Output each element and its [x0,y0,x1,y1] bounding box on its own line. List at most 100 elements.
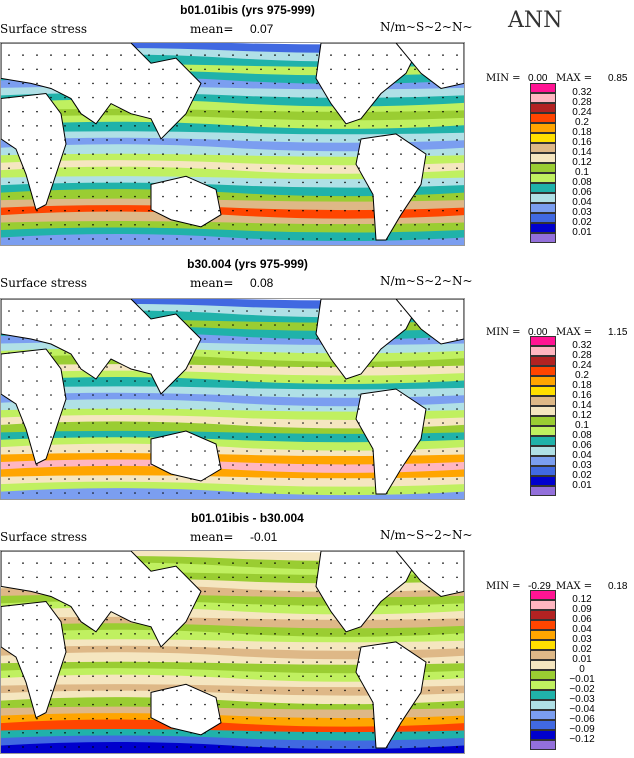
stress-vector [232,195,234,198]
stress-vector [134,717,136,720]
stress-vector [344,96,346,99]
stress-vector [148,492,150,494]
colorbar-label: −0.04 [569,704,595,715]
colorbar-swatch [530,113,556,123]
stress-vector [428,661,430,663]
stress-vector [204,703,206,706]
stress-vector [218,352,220,354]
colorbar-swatch [530,720,556,730]
stress-vector [302,408,304,410]
stress-vector [22,167,24,170]
stress-vector [92,590,94,593]
stress-vector [64,590,66,593]
stress-vector [428,223,430,226]
stress-vector [330,647,332,649]
stress-vector [442,689,444,692]
stress-vector [400,590,402,593]
stress-vector [274,82,276,85]
stress-vector [428,478,430,480]
stress-vector [372,82,374,85]
stress-vector [204,647,206,649]
stress-vector [260,125,262,127]
colorbar-label: 0.24 [572,107,592,118]
stress-vector [288,394,290,396]
colorbar-swatch [530,670,556,680]
stress-vector [218,68,220,71]
stress-vector [386,310,388,312]
stress-vector [204,324,206,326]
stress-vector [232,717,234,720]
stress-vector [8,703,10,706]
stress-vector [456,492,458,494]
colorbar-label: 0.28 [572,350,592,361]
colorbar-swatch [530,660,556,670]
stress-vector [386,731,388,734]
stress-vector [414,366,416,368]
stress-vector [50,703,52,706]
stress-vector [414,68,416,71]
stress-vector [344,731,346,734]
stress-vector [22,366,24,368]
stress-vector [64,675,66,678]
stress-vector [316,562,318,564]
stress-vector [190,746,192,748]
stress-vector [106,746,108,748]
stress-vector [8,82,10,85]
stress-vector [274,125,276,127]
stress-vector [442,408,444,410]
stress-vector [218,110,220,113]
colorbar-swatch [530,486,556,496]
stress-vector [92,478,94,480]
stress-vector [204,338,206,340]
stress-vector [442,436,444,438]
units-label: N/m~S~2~N~ [380,274,473,288]
stress-vector [190,562,192,564]
stress-vector [302,618,304,621]
stress-vector [106,618,108,621]
stress-vector [50,125,52,127]
stress-vector [106,731,108,734]
stress-vector [218,647,220,649]
stress-vector [134,703,136,706]
stress-vector [176,464,178,466]
stress-vector [148,310,150,312]
stress-vector [232,223,234,226]
stress-vector [106,209,108,212]
stress-vector [442,422,444,424]
stress-vector [148,689,150,692]
stress-vector [400,562,402,564]
stress-vector [176,746,178,748]
stress-vector [190,450,192,452]
stress-vector [358,675,360,678]
colorbar-swatch [530,476,556,486]
stress-vector [78,689,80,692]
stress-vector [64,436,66,438]
stress-vector [288,366,290,368]
stress-vector [274,618,276,621]
stress-vector [92,195,94,198]
stress-vector [162,338,164,340]
stress-vector [344,310,346,312]
stress-vector [22,110,24,113]
stress-vector [372,238,374,240]
stress-vector [120,422,122,424]
stress-vector [330,689,332,692]
stress-vector [162,633,164,635]
stress-vector [400,731,402,734]
stress-vector [428,125,430,127]
stress-vector [204,366,206,368]
stress-vector [246,324,248,326]
stress-vector [78,153,80,155]
stress-vector [456,68,458,71]
stress-vector [148,731,150,734]
stress-vector [64,394,66,396]
stress-vector [148,675,150,678]
stress-vector [400,689,402,692]
stress-vector [428,689,430,692]
stress-vector [176,731,178,734]
stress-vector [78,675,80,678]
stress-vector [400,223,402,226]
stress-vector [344,110,346,113]
stress-vector [106,562,108,564]
colorbar-swatch [530,223,556,233]
